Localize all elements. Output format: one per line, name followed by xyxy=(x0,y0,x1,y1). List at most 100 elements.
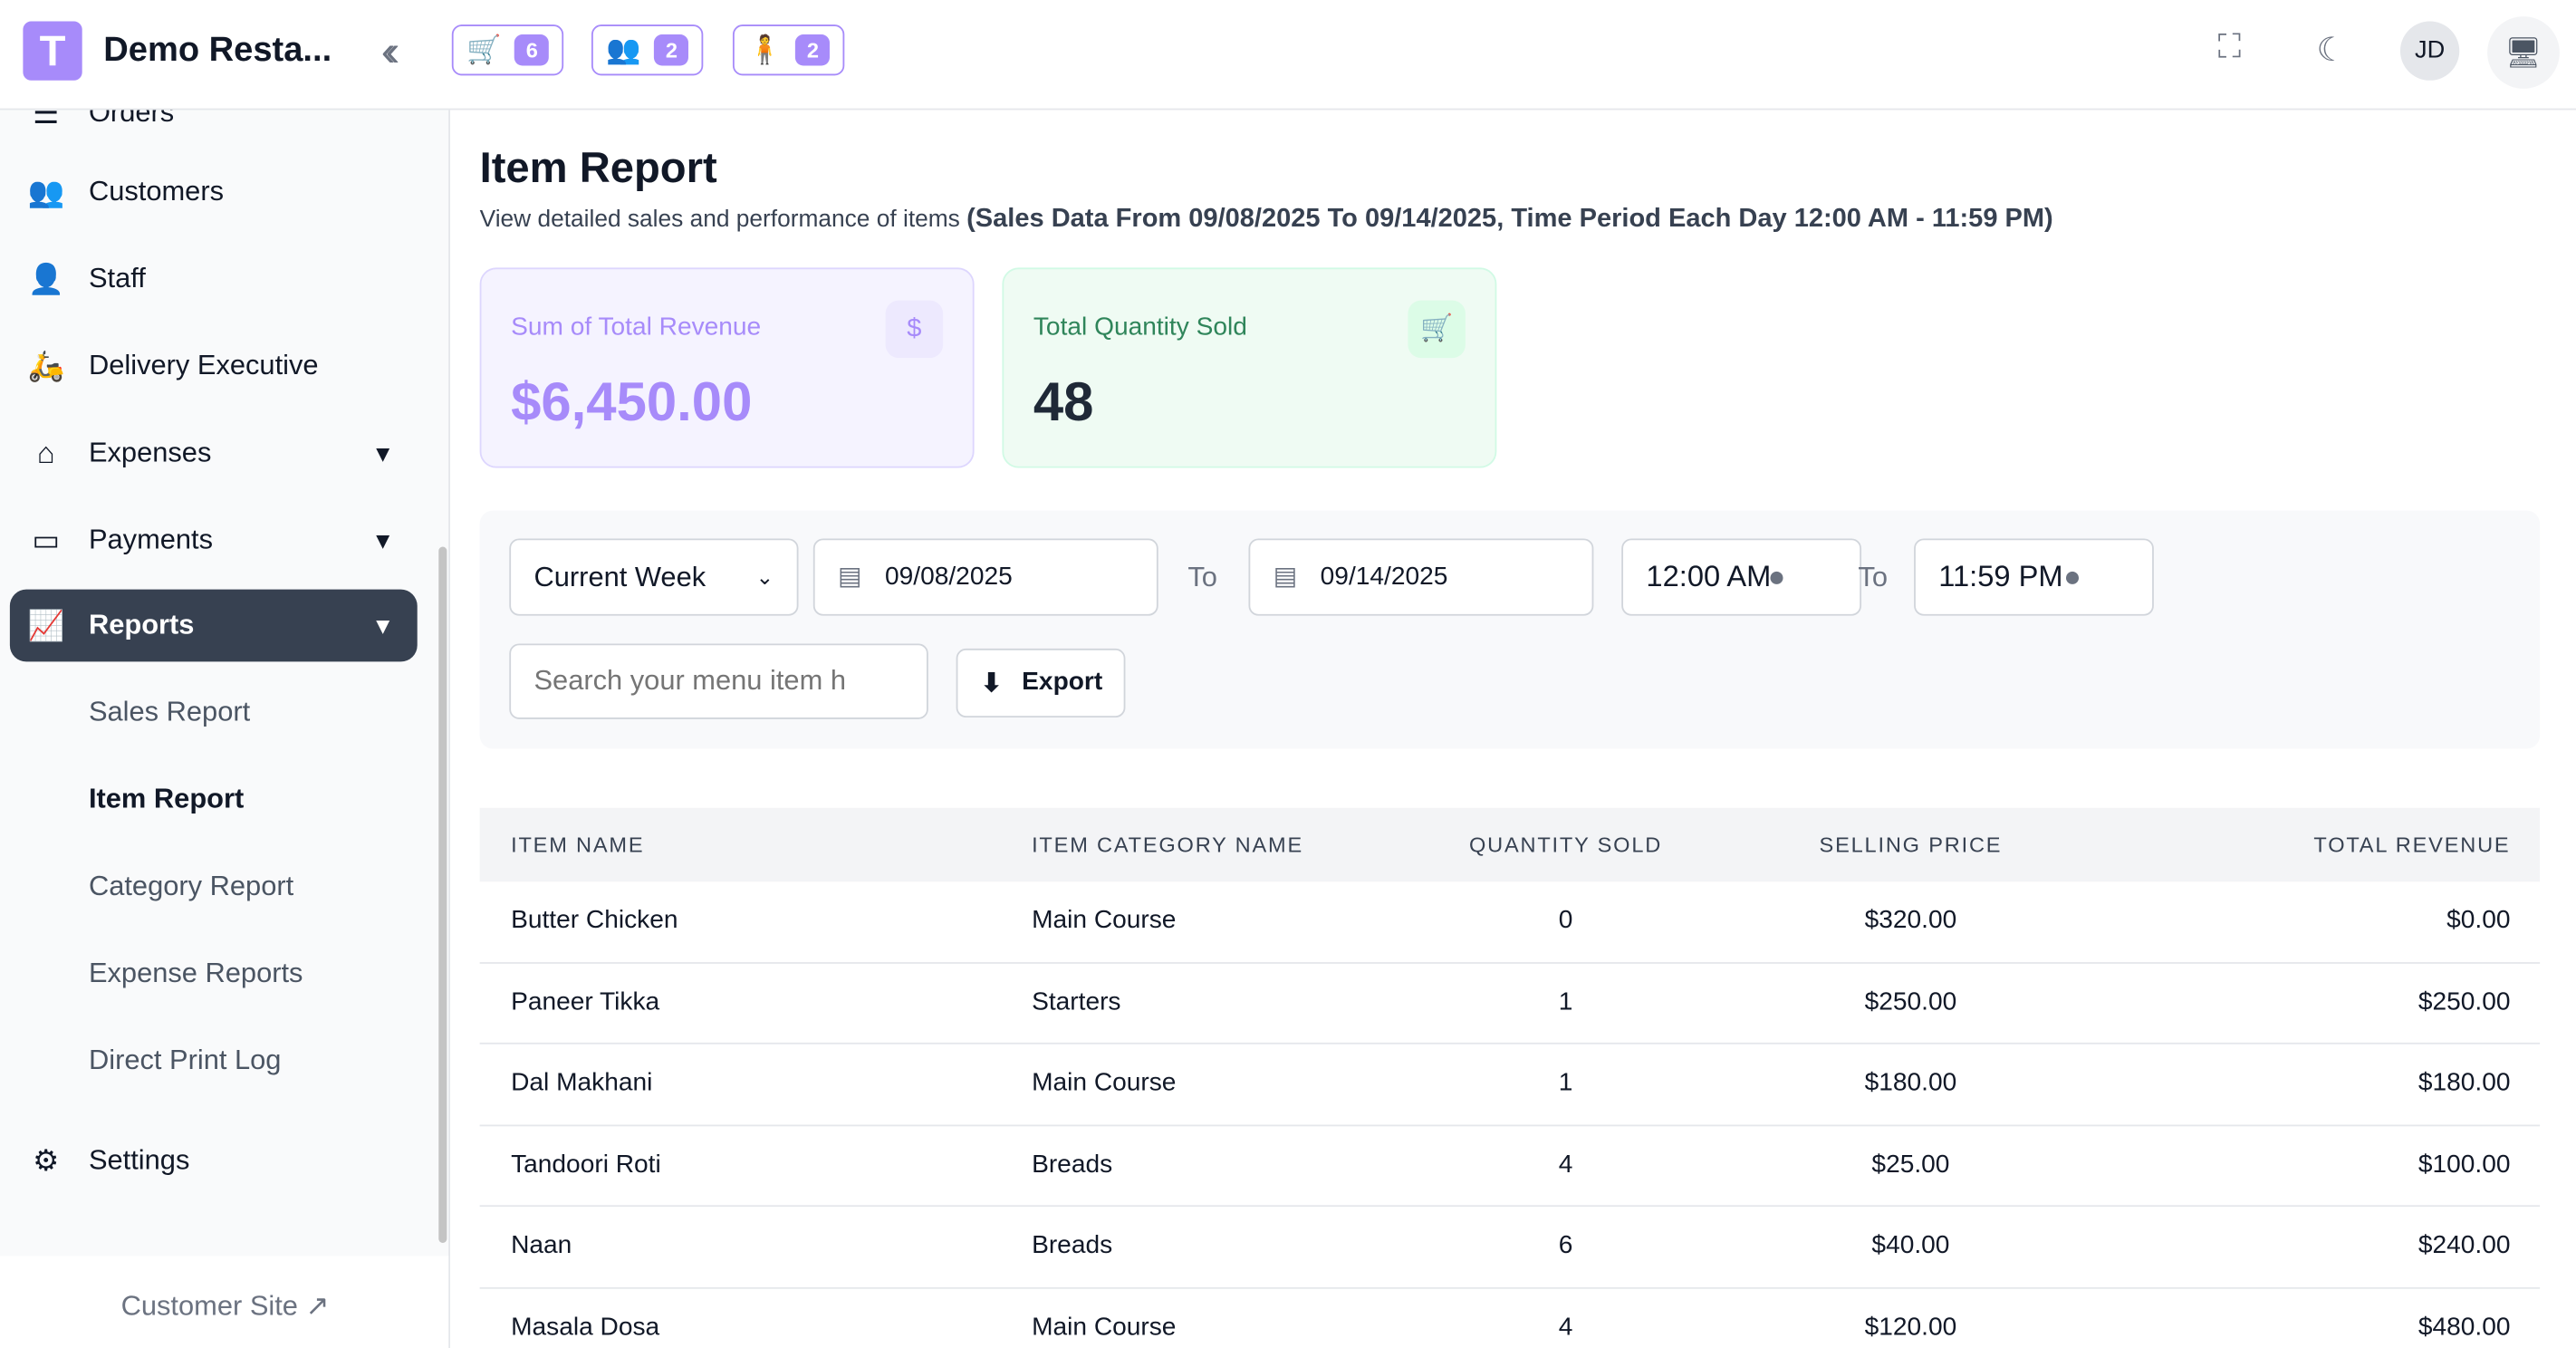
date-range-note: (Sales Data From 09/08/2025 To 09/14/202… xyxy=(966,205,2053,234)
quantity-card: Total Quantity Sold 🛒 48 xyxy=(1002,267,1497,468)
header-quantity: QUANTITY SOLD xyxy=(1468,832,1663,858)
to-label: To xyxy=(1187,561,1217,593)
label: Reports xyxy=(88,609,195,640)
cart-check-icon: 🛒 xyxy=(1408,300,1466,359)
search-input[interactable] xyxy=(509,643,928,719)
collapse-sidebar-icon[interactable]: ‹‹ xyxy=(380,25,400,76)
export-button[interactable]: ⬇ Export xyxy=(956,648,1126,718)
value: 11:59 PM xyxy=(1938,560,2063,593)
table-cell: 4 xyxy=(1558,1313,1573,1342)
table-cell: $250.00 xyxy=(1864,987,1957,1016)
label: Settings xyxy=(88,1144,190,1176)
orders-icon: ☰ xyxy=(33,110,60,130)
orders-badge-button[interactable]: 🛒 6 xyxy=(451,24,564,76)
table-cell: $0.00 xyxy=(2446,906,2511,935)
table-cell: 4 xyxy=(1558,1151,1573,1179)
sidebar-item-settings[interactable]: ⚙ Settings xyxy=(10,1124,418,1197)
chevron-down-icon: ⌄ xyxy=(755,563,774,589)
sidebar-item-customers[interactable]: 👥 Customers xyxy=(10,156,418,228)
staff-icon: 👤 xyxy=(27,262,65,295)
sidebar-item-expenses[interactable]: ⌂ Expenses ▼ xyxy=(10,417,418,489)
table-row: Paneer Tikka Starters 1 $250.00 $250.00 xyxy=(479,963,2541,1045)
start-date-input[interactable]: ▤ 09/08/2025 xyxy=(812,538,1158,616)
header-item-name: ITEM NAME xyxy=(511,832,645,858)
label: Customer Site xyxy=(120,1290,298,1322)
waiter-requests-button[interactable]: 👥 2 xyxy=(591,24,705,76)
end-date-input[interactable]: ▤ 09/14/2025 xyxy=(1248,538,1594,616)
gear-icon: ⚙ xyxy=(33,1143,60,1177)
monitor-icon[interactable]: 🖥 xyxy=(2487,16,2560,89)
table-cell: Naan xyxy=(511,1231,572,1260)
table-cell: 0 xyxy=(1558,906,1573,935)
table-cell: 6 xyxy=(1558,1231,1573,1260)
table-row: Butter Chicken Main Course 0 $320.00 $0.00 xyxy=(479,881,2541,963)
cart-check-icon: 🛒 xyxy=(466,34,502,65)
table-cell: Main Course xyxy=(1032,1313,1177,1342)
sidebar-item-reports[interactable]: 📈 Reports ▼ xyxy=(9,589,418,662)
clock-icon: ● xyxy=(2063,560,2081,593)
value: 09/14/2025 xyxy=(1320,562,1448,591)
sidebar-sub-direct-print-log[interactable]: Direct Print Log xyxy=(88,1044,282,1076)
filter-panel: Current Week ⌄ ▤ 09/08/2025 To ▤ 09/14/2025… xyxy=(479,510,2541,749)
revenue-card: Sum of Total Revenue $ $6,450.00 xyxy=(479,267,975,468)
label: Staff xyxy=(88,262,146,294)
calendar-icon: ▤ xyxy=(1273,563,1298,592)
waiter-icon: 👥 xyxy=(606,34,641,65)
description: View detailed sales and performance of i… xyxy=(479,207,960,234)
dollar-refresh-icon: $ xyxy=(885,300,944,359)
count: 6 xyxy=(514,34,550,66)
table-cell: $240.00 xyxy=(2417,1231,2511,1260)
card-label: Sum of Total Revenue xyxy=(511,313,762,342)
period-select[interactable]: Current Week ⌄ xyxy=(509,538,799,616)
sidebar-sub-item-report[interactable]: Item Report xyxy=(88,783,245,814)
chevron-down-icon: ▼ xyxy=(371,612,395,640)
label: Delivery Executive xyxy=(88,350,319,381)
to-label: To xyxy=(1858,561,1888,593)
item-report-table: ITEM NAME ITEM CATEGORY NAME QUANTITY SO… xyxy=(479,807,2541,1348)
count: 2 xyxy=(795,34,831,66)
sidebar-scrollbar[interactable] xyxy=(438,546,447,1243)
top-bar: T Demo Resta... ‹‹ 🛒 6 👥 2 🧍 2 ⛶ ☾ JD 🖥 xyxy=(0,0,2576,111)
table-cell: 1 xyxy=(1558,987,1573,1016)
sidebar-item-staff[interactable]: 👤 Staff xyxy=(10,243,418,315)
table-cell: Starters xyxy=(1032,987,1121,1016)
card-value: $6,450.00 xyxy=(511,371,753,432)
sidebar-sub-sales-report[interactable]: Sales Report xyxy=(88,696,251,727)
start-time-input[interactable]: 12:00 AM ● xyxy=(1621,538,1862,616)
avatar[interactable]: JD xyxy=(2399,21,2460,81)
table-cell: Tandoori Roti xyxy=(511,1151,661,1179)
sidebar-item-payments[interactable]: ▭ Payments ▼ xyxy=(10,504,418,576)
table-cell: Breads xyxy=(1032,1231,1113,1260)
table-cell: $40.00 xyxy=(1871,1231,1950,1260)
end-time-input[interactable]: 11:59 PM ● xyxy=(1914,538,2154,616)
selected-value: Current Week xyxy=(533,560,706,592)
table-cell: $25.00 xyxy=(1871,1151,1950,1179)
header-price: SELLING PRICE xyxy=(1819,832,2003,858)
chevron-down-icon: ▼ xyxy=(371,439,395,467)
fullscreen-icon[interactable]: ⛶ xyxy=(2217,29,2242,66)
customer-site-link[interactable]: Customer Site ↗ xyxy=(0,1256,449,1348)
sidebar-item-orders[interactable]: ☰ Orders xyxy=(10,110,418,149)
sidebar-sub-category-report[interactable]: Category Report xyxy=(88,870,294,902)
table-cell: $480.00 xyxy=(2417,1313,2511,1342)
users-icon: 👥 xyxy=(27,175,65,208)
table-row: Masala Dosa Main Course 4 $120.00 $480.00 xyxy=(480,1288,2541,1348)
table-row: Tandoori Roti Breads 4 $25.00 $100.00 xyxy=(479,1125,2541,1208)
value: 12:00 AM xyxy=(1646,560,1772,593)
scooter-icon: 🛵 xyxy=(27,349,65,382)
sidebar-sub-expense-reports[interactable]: Expense Reports xyxy=(88,957,303,989)
clock-icon: ● xyxy=(1767,560,1786,593)
delivery-button[interactable]: 🧍 2 xyxy=(732,24,846,76)
table-header: ITEM NAME ITEM CATEGORY NAME QUANTITY SO… xyxy=(479,807,2541,882)
label: Customers xyxy=(88,175,225,207)
card-label: Total Quantity Sold xyxy=(1033,313,1247,342)
dark-mode-icon[interactable]: ☾ xyxy=(2316,33,2346,70)
table-cell: 1 xyxy=(1558,1069,1573,1098)
logo: T xyxy=(23,21,82,81)
restaurant-name: Demo Resta... xyxy=(103,31,332,70)
table-cell: $120.00 xyxy=(1864,1313,1957,1342)
label: Payments xyxy=(88,524,214,555)
external-link-icon: ↗ xyxy=(305,1290,330,1322)
sidebar-item-delivery[interactable]: 🛵 Delivery Executive xyxy=(10,330,418,402)
label: Expenses xyxy=(88,437,212,468)
